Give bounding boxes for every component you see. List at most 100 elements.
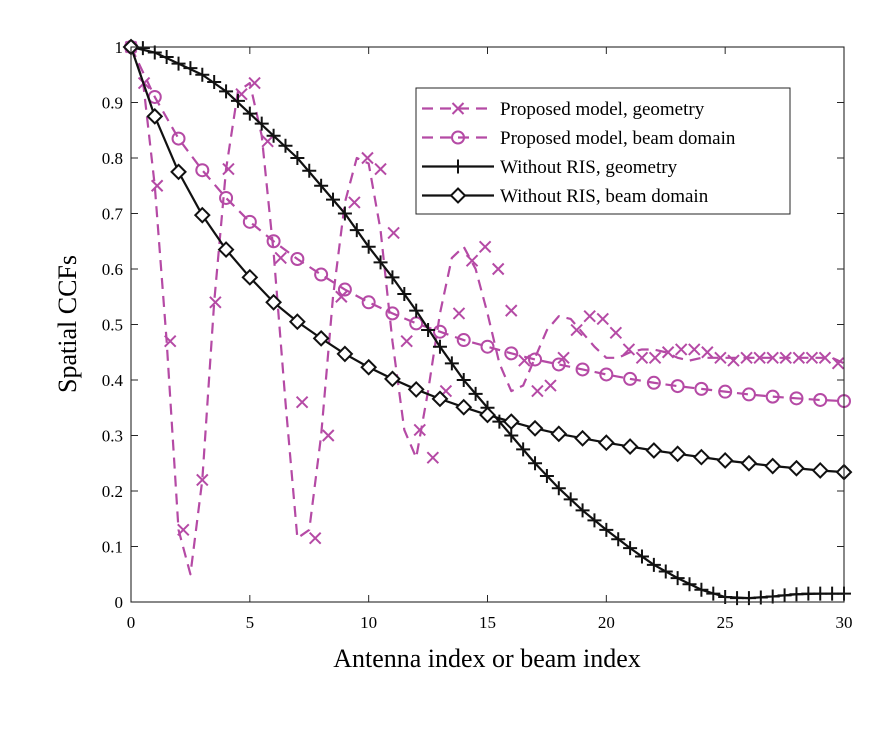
y-tick-label: 1 [115,38,124,57]
series-4 [122,38,853,481]
data-point [217,241,235,258]
data-point [164,334,177,348]
data-point [207,74,222,89]
data-point [528,456,543,471]
data-point [426,451,440,464]
data-point [801,586,816,601]
data-point [196,473,209,487]
data-point [789,587,804,602]
data-point [241,268,259,286]
data-point [295,395,309,409]
data-point [531,384,544,398]
legend-label: Proposed model, beam domain [500,128,736,149]
data-point [563,492,578,507]
data-point [583,309,596,323]
data-point [716,452,734,469]
data-point [727,354,740,367]
data-point [242,106,257,121]
data-point [361,239,376,254]
data-point [730,591,745,606]
data-point [456,373,471,387]
data-point [505,304,518,317]
axes-layer: 0 5 10 15 20 25 30 0 0.1 0.2 0.3 0.4 0.5 0.6 0.7 0.8 0.9… [102,38,853,632]
data-point [765,589,780,604]
y-tick-label: 0.7 [102,205,124,224]
data-point [290,151,305,165]
data-point [635,351,649,365]
data-point [825,586,840,601]
data-point [718,384,733,399]
data-point [805,351,819,365]
data-point [146,107,164,125]
data-point [526,419,544,437]
legend-marker [451,159,465,174]
data-point [170,163,187,181]
data-point [740,351,753,365]
data-point [150,179,164,192]
data-point [385,270,400,285]
data-point [195,163,210,178]
data-point [528,352,543,367]
data-point [777,588,792,603]
data-point [688,343,701,356]
data-point [701,346,714,359]
data-point [254,116,269,131]
data-point [694,381,709,396]
data-point [741,591,756,606]
data-point [504,428,519,443]
x-tick-label: 5 [246,613,255,632]
y-tick-label: 0.9 [102,94,123,113]
series-line [130,46,845,403]
data-point [766,351,779,365]
data-point [480,339,495,354]
data-point [360,358,378,376]
data-point [171,56,186,71]
legend-entry: Without RIS, geometry [422,157,678,178]
data-point [159,49,174,64]
data-point [314,178,329,193]
data-point [504,346,519,361]
data-point [574,429,591,447]
data-point [314,267,329,282]
data-point [219,190,234,205]
data-point [813,392,828,407]
data-point [421,323,436,338]
data-point [261,135,274,148]
legend-marker [451,130,465,145]
x-tick-label: 30 [836,613,853,632]
series-layer [122,38,853,606]
y-tick-label: 0.2 [102,482,123,501]
data-point [465,254,479,267]
data-point [337,282,352,297]
data-point [337,206,352,221]
data-point [407,381,425,398]
data-point [831,357,845,370]
data-point [384,370,401,388]
data-point [570,323,583,337]
data-point [452,307,466,320]
legend-entry: Proposed model, beam domain [422,128,736,149]
data-point [374,162,387,176]
data-point [622,343,636,356]
data-point [222,162,235,176]
data-point [242,214,257,229]
data-point [670,571,685,586]
data-point [278,138,293,153]
data-point [266,128,281,143]
data-point [387,226,400,240]
data-point [183,61,198,76]
y-tick-label: 0 [115,593,124,612]
legend-label: Without RIS, geometry [500,157,678,178]
x-tick-label: 25 [717,613,734,632]
data-point [502,413,520,431]
data-point [265,293,283,311]
y-axis-label: Spatial CCFs [53,255,82,393]
data-point [818,351,832,365]
data-point [230,93,245,108]
legend-label: Proposed model, geometry [500,99,705,120]
data-point [361,295,376,310]
data-point [694,582,709,597]
data-point [322,429,335,442]
data-point [308,531,322,545]
